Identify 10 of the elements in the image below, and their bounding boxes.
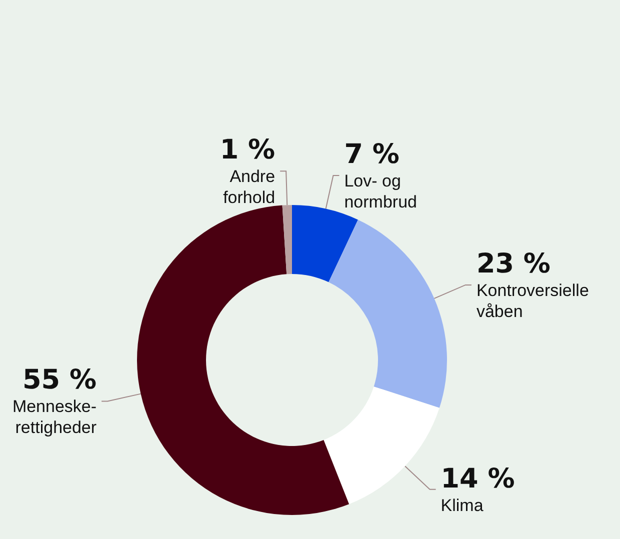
data-label: 14 % [440, 463, 515, 494]
slice-label: Lov- og normbrud [344, 172, 417, 212]
slice-label: Andre forhold [223, 167, 276, 208]
slice-label: Kontroversielle våben [476, 280, 589, 321]
data-label: 55 % [22, 364, 97, 396]
slice-label: Klima [440, 496, 484, 515]
slice-label: Menneske- rettigheder [12, 397, 97, 438]
data-label: 23 % [476, 248, 550, 280]
data-label: 7 % [344, 139, 400, 170]
data-label: 1 % [220, 134, 276, 166]
